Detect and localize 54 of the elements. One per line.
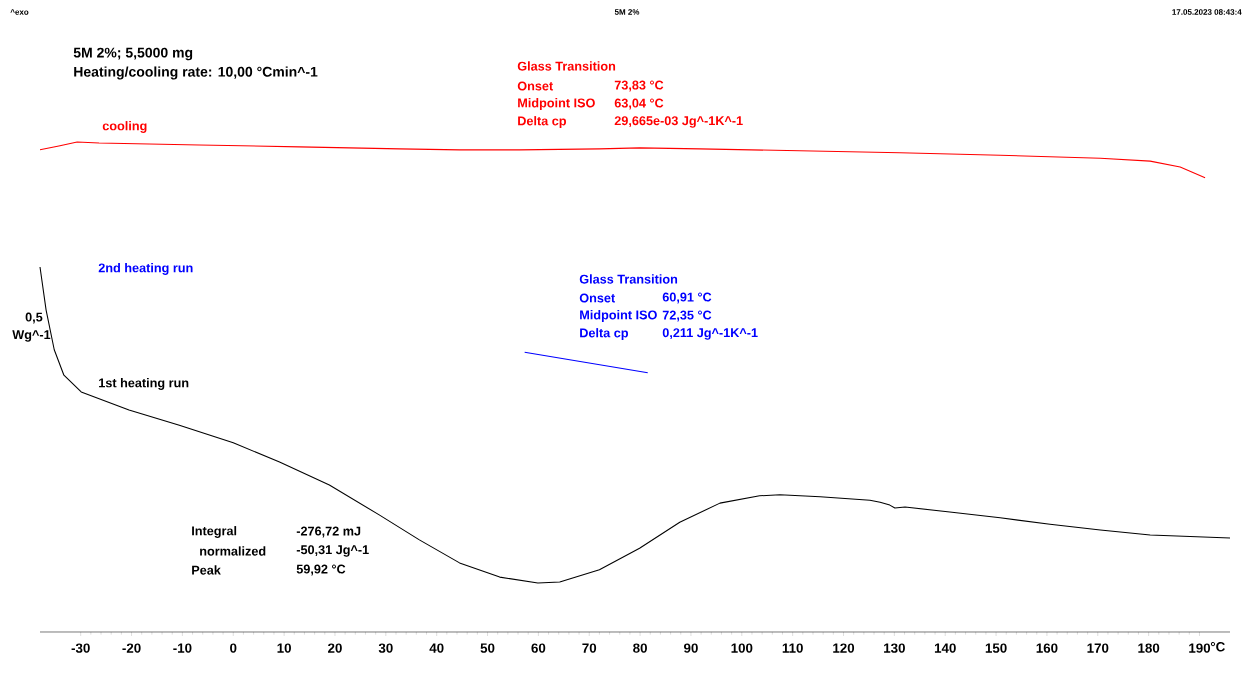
text: Midpoint ISO: [518, 98, 595, 110]
annotation: 60,91 °C: [662, 292, 712, 304]
annotation: Glass Transition: [579, 274, 678, 284]
x-tick-label: 120: [833, 643, 855, 653]
x-tick-label: 90: [683, 643, 698, 653]
x-tick-label: 150: [985, 643, 1007, 653]
annotation: -276,72 mJ: [296, 526, 361, 538]
annotation: Onset: [579, 293, 616, 303]
x-tick-label: 0: [230, 643, 237, 653]
annotation: 59,92 °C: [296, 564, 346, 576]
x-tick-label: 140: [934, 643, 956, 653]
text: Onset: [517, 81, 554, 91]
x-axis-title: °C: [1210, 642, 1225, 652]
x-tick-label: 190: [1189, 643, 1211, 653]
annotation: -50,31 Jg^-1: [296, 545, 369, 557]
x-tick-label: 20: [328, 643, 342, 653]
series-label: 1st heating run: [99, 378, 189, 390]
annotation: 0,5: [25, 312, 43, 324]
text: 5M 2%; 5,5000 mg: [73, 47, 193, 61]
x-tick-label: 130: [884, 643, 905, 653]
annotation: 72,35 °C: [662, 310, 712, 322]
text: 63,04 °C: [614, 98, 664, 110]
text: 17.05.2023 08:43:4: [1172, 9, 1242, 15]
x-tick-label: -30: [71, 643, 90, 653]
text: 2nd heating run: [98, 263, 193, 275]
text: 29,665e-03 Jg^-1K^-1: [614, 116, 743, 128]
text: 5M 2%: [614, 9, 640, 15]
x-tick-label: -20: [122, 643, 141, 653]
x-tick-label: 40: [429, 643, 444, 653]
text: Delta cp: [518, 116, 567, 128]
x-tick-label: 110: [782, 643, 803, 653]
x-tick-label: 80: [633, 643, 647, 653]
text: ^exo: [10, 9, 29, 15]
annotation: 0,211 Jg^-1K^-1: [662, 328, 758, 340]
x-tick-label: 30: [378, 643, 393, 653]
x-tick-label: 60: [531, 643, 546, 653]
y-axis-title: Wg^-1: [12, 330, 51, 342]
x-tick-label: 170: [1087, 643, 1109, 653]
annotation: Integral: [192, 526, 237, 538]
x-tick-label: 160: [1036, 643, 1058, 653]
x-tick-label: 50: [480, 643, 495, 653]
text: 73,83 °C: [614, 80, 664, 92]
annotation: normalized: [200, 546, 266, 556]
text: Heating/cooling rate: 10,00 °Cmin^-1: [74, 66, 318, 80]
text: Glass Transition: [517, 61, 616, 71]
series-label: cooling: [102, 121, 147, 133]
x-tick-label: -10: [173, 643, 192, 653]
annotation: Peak: [192, 565, 221, 575]
annotation: Midpoint ISO: [580, 310, 657, 322]
x-tick-label: 70: [582, 643, 597, 653]
x-tick-label: 100: [731, 643, 753, 653]
x-tick-label: 10: [277, 643, 291, 653]
annotation: Delta cp: [580, 328, 629, 340]
x-tick-label: 180: [1138, 643, 1160, 653]
